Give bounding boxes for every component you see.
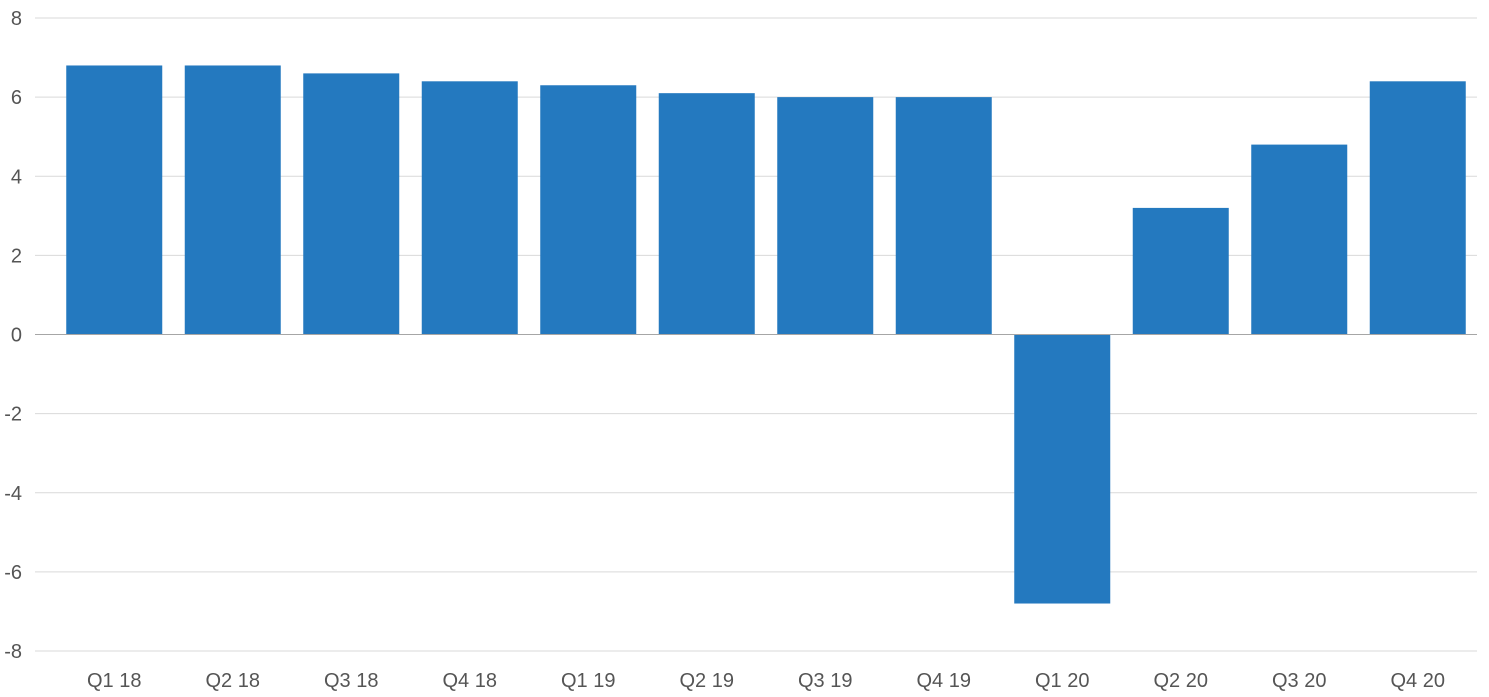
bar <box>1369 81 1466 335</box>
y-tick-label: 2 <box>11 245 22 267</box>
y-tick-label: -6 <box>4 562 22 584</box>
bar <box>1251 144 1348 335</box>
x-tick-label: Q1 19 <box>561 670 615 692</box>
x-tick-label: Q1 18 <box>87 670 141 692</box>
x-tick-label: Q4 20 <box>1391 670 1445 692</box>
y-tick-label: 6 <box>11 87 22 109</box>
x-tick-label: Q4 19 <box>917 670 971 692</box>
bar-series <box>66 65 1466 604</box>
bar <box>1132 207 1229 335</box>
y-tick-label: -8 <box>4 641 22 663</box>
x-tick-label: Q3 18 <box>324 670 378 692</box>
y-tick-label: 4 <box>11 166 22 188</box>
bar <box>184 65 281 335</box>
y-axis-ticks: -8 -6 -4 -2 0 2 4 6 8 <box>4 8 22 663</box>
bar <box>777 97 874 335</box>
x-axis-ticks: Q1 18 Q2 18 Q3 18 Q4 18 Q1 19 Q2 19 Q3 19 Q4 19… <box>87 670 1445 692</box>
x-tick-label: Q2 18 <box>206 670 260 692</box>
bar <box>421 81 518 335</box>
x-tick-label: Q3 19 <box>798 670 852 692</box>
x-tick-label: Q2 20 <box>1154 670 1208 692</box>
y-tick-label: 0 <box>11 325 22 347</box>
bar <box>540 85 637 335</box>
bar <box>66 65 163 335</box>
bar <box>658 93 755 335</box>
y-tick-label: 8 <box>11 8 22 30</box>
bar <box>303 73 400 335</box>
x-tick-label: Q3 20 <box>1272 670 1326 692</box>
x-tick-label: Q2 19 <box>680 670 734 692</box>
y-tick-label: -2 <box>4 404 22 426</box>
x-tick-label: Q1 20 <box>1035 670 1089 692</box>
x-tick-label: Q4 18 <box>443 670 497 692</box>
bar <box>895 97 992 335</box>
y-tick-label: -4 <box>4 483 22 505</box>
bar <box>1014 334 1111 604</box>
